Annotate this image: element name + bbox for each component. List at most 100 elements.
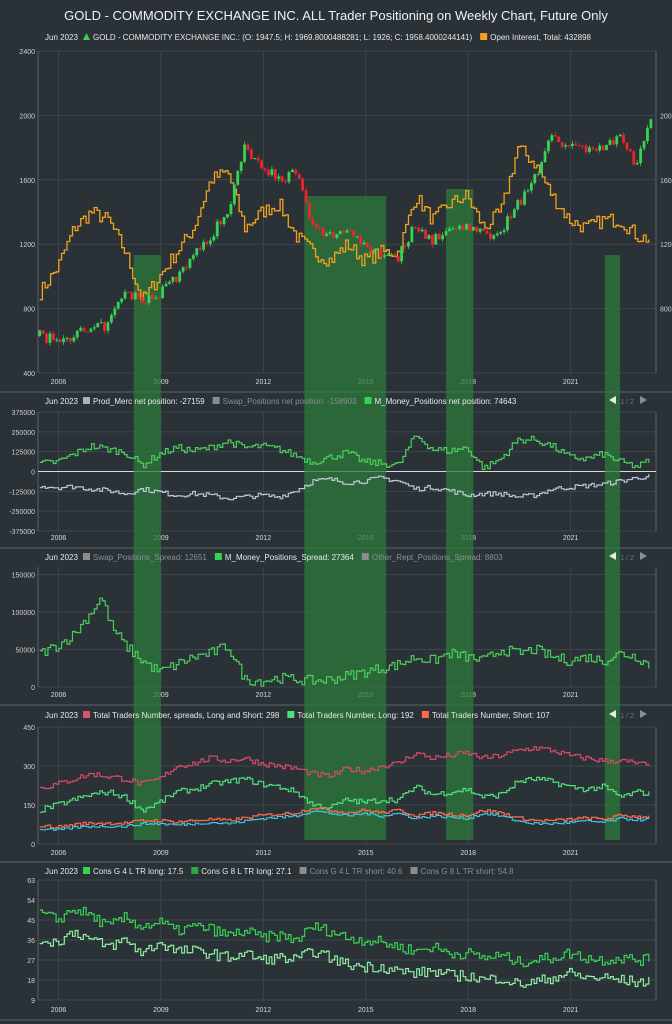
candle-body (110, 315, 113, 323)
candle-body (649, 119, 653, 128)
candle-body (601, 145, 605, 151)
square-icon (214, 553, 222, 560)
candle-body (308, 202, 311, 220)
candle-body (465, 224, 468, 230)
y-tick-label: 27 (27, 958, 35, 965)
candle-body (106, 322, 110, 331)
legend-label: M_Money_Positions_Spread: 27364 (225, 553, 355, 562)
candle-body (424, 229, 427, 239)
candle-body (369, 247, 373, 252)
candle-body (127, 291, 130, 293)
candle-body (243, 144, 246, 162)
candle-body (86, 331, 89, 333)
x-tick-label: 2012 (256, 379, 272, 386)
candle-body (536, 173, 540, 175)
y-tick-label: -250000 (9, 509, 35, 516)
candle-body (174, 276, 178, 282)
highlight-band (304, 196, 387, 840)
candle-body (335, 234, 339, 238)
x-tick-label: 2009 (153, 692, 169, 699)
legend-label: Other_Rept_Positions_Spread: 8803 (372, 553, 503, 562)
candle-body (311, 219, 315, 224)
candle-body (478, 228, 482, 232)
candle-body (393, 254, 397, 257)
candle-body (615, 136, 619, 145)
candle-body (113, 308, 117, 316)
candle-body (625, 142, 629, 150)
candle-body (161, 286, 165, 298)
candle-body (529, 183, 533, 191)
square-icon (410, 867, 418, 874)
x-tick-label: 2021 (563, 535, 579, 542)
candle-body (519, 200, 523, 205)
square-icon (83, 397, 90, 404)
candle-body (297, 174, 301, 179)
candle-body (65, 337, 69, 339)
candle-body (400, 246, 404, 262)
candle-body (635, 163, 639, 165)
chevron-left-icon[interactable] (609, 396, 616, 404)
candle-body (591, 147, 595, 150)
square-icon (191, 867, 199, 874)
candle-body (451, 228, 455, 230)
candle-body (212, 236, 216, 241)
chevron-left-icon[interactable] (609, 552, 616, 560)
candle-body (232, 184, 236, 205)
chevron-right-icon[interactable] (640, 552, 647, 560)
candle-body (512, 209, 516, 218)
candle-body (270, 169, 274, 176)
candle-body (79, 327, 83, 331)
candle-body (639, 148, 643, 164)
candle-body (475, 226, 479, 232)
legend-label: Cons G 4 L TR short: 40.6 (310, 867, 403, 876)
y-tick-label: 54 (27, 898, 35, 905)
candle-body (588, 147, 591, 152)
legend-label: Total Traders Number, spreads, Long and … (93, 711, 280, 720)
y-tick-label: 2400 (19, 49, 35, 56)
y-tick-label: -375000 (9, 529, 35, 536)
legend-traders: Jun 2023 Total Traders Number, spreads, L… (45, 710, 647, 720)
candle-body (598, 145, 602, 151)
pager-label: 1 / 2 (620, 399, 634, 406)
series-cons-4-long (39, 929, 650, 988)
candle-body (594, 149, 598, 151)
candle-body (287, 172, 291, 182)
legend-label: GOLD - COMMODITY EXCHANGE INC.: (O: 1947… (93, 33, 472, 42)
candle-body (215, 221, 219, 237)
legend-label: Cons G 8 L TR long: 27.1 (201, 867, 292, 876)
y-tick-label-right: 1600 (660, 178, 672, 185)
chevron-right-icon[interactable] (640, 396, 647, 404)
candle-body (236, 170, 240, 185)
candle-body (482, 228, 485, 231)
x-tick-label: 2021 (563, 1007, 579, 1014)
chevron-right-icon[interactable] (640, 710, 647, 718)
square-icon (480, 33, 488, 40)
x-tick-label: 2021 (563, 379, 579, 386)
candle-body (69, 337, 72, 342)
candle-body (345, 230, 349, 233)
candle-body (564, 145, 567, 147)
legend-label: Cons G 8 L TR short: 54.8 (421, 867, 514, 876)
candle-body (427, 235, 431, 239)
candle-body (331, 232, 335, 238)
candle-body (58, 339, 62, 343)
candle-body (229, 204, 233, 214)
chart-title: GOLD - COMMODITY EXCHANGE INC. ALL Trade… (64, 8, 608, 23)
candle-body (430, 235, 434, 245)
candle-body (150, 295, 154, 299)
candle-body (239, 161, 243, 171)
candle-body (458, 225, 462, 229)
candle-body (485, 230, 489, 234)
candle-body (448, 228, 451, 232)
legend-spread: Jun 2023 Swap_Positions_Spread: 12651 M_Mo… (45, 552, 647, 562)
legend-label: Total Traders Number, Short: 107 (432, 711, 550, 720)
candle-body (420, 229, 424, 232)
candle-body (267, 170, 270, 176)
candle-body (434, 233, 438, 245)
chevron-left-icon[interactable] (609, 710, 616, 718)
y-tick-label: 150 (23, 803, 35, 810)
y-tick-label: 50000 (16, 648, 36, 655)
candle-body (407, 242, 410, 247)
candle-body (301, 178, 305, 191)
